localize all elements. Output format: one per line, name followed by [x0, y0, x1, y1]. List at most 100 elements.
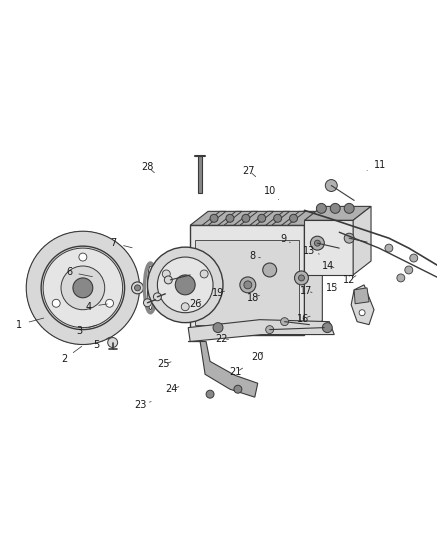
- Circle shape: [385, 244, 393, 252]
- Circle shape: [290, 214, 297, 222]
- Polygon shape: [65, 232, 77, 239]
- Polygon shape: [190, 225, 304, 335]
- Text: 10: 10: [264, 187, 279, 199]
- Polygon shape: [188, 320, 334, 342]
- Circle shape: [181, 303, 189, 311]
- Circle shape: [240, 277, 256, 293]
- Text: 19: 19: [212, 288, 225, 298]
- Polygon shape: [351, 285, 374, 325]
- Circle shape: [43, 248, 123, 328]
- Circle shape: [162, 270, 170, 278]
- Circle shape: [397, 274, 405, 282]
- Polygon shape: [120, 316, 131, 327]
- Circle shape: [73, 278, 93, 298]
- Polygon shape: [304, 206, 371, 220]
- Bar: [195, 240, 300, 325]
- Circle shape: [134, 285, 141, 291]
- Polygon shape: [234, 212, 258, 225]
- Text: 26: 26: [189, 299, 201, 309]
- Text: 16: 16: [297, 313, 310, 324]
- Polygon shape: [202, 212, 226, 225]
- Circle shape: [325, 180, 337, 191]
- Polygon shape: [134, 282, 139, 294]
- Text: 14: 14: [322, 261, 335, 271]
- Circle shape: [358, 295, 364, 301]
- Text: 5: 5: [94, 337, 110, 350]
- Circle shape: [410, 254, 418, 262]
- Circle shape: [294, 271, 308, 285]
- Circle shape: [200, 270, 208, 278]
- Polygon shape: [188, 342, 258, 397]
- Text: 28: 28: [141, 161, 154, 173]
- Polygon shape: [127, 259, 136, 270]
- Text: 23: 23: [134, 400, 151, 410]
- Polygon shape: [35, 248, 46, 260]
- Circle shape: [322, 322, 332, 333]
- Polygon shape: [111, 325, 123, 335]
- Polygon shape: [35, 316, 46, 327]
- Circle shape: [206, 390, 214, 398]
- Circle shape: [266, 326, 274, 334]
- Circle shape: [311, 236, 324, 250]
- Polygon shape: [65, 337, 77, 344]
- Circle shape: [298, 275, 304, 281]
- Circle shape: [226, 214, 234, 222]
- Polygon shape: [190, 212, 322, 225]
- Polygon shape: [101, 235, 113, 244]
- Circle shape: [359, 310, 365, 316]
- Polygon shape: [53, 332, 65, 341]
- Text: 8: 8: [250, 251, 260, 261]
- Circle shape: [213, 322, 223, 333]
- Polygon shape: [120, 248, 131, 260]
- Polygon shape: [30, 305, 39, 318]
- Polygon shape: [266, 212, 290, 225]
- Text: 15: 15: [326, 283, 339, 293]
- Circle shape: [157, 257, 213, 313]
- Polygon shape: [354, 288, 369, 304]
- Polygon shape: [304, 212, 322, 335]
- Circle shape: [144, 299, 152, 307]
- Circle shape: [52, 300, 60, 307]
- Circle shape: [148, 247, 223, 322]
- Circle shape: [234, 385, 242, 393]
- Bar: [198, 156, 202, 193]
- Polygon shape: [30, 259, 39, 270]
- Circle shape: [330, 204, 340, 213]
- Polygon shape: [353, 206, 371, 275]
- Polygon shape: [282, 212, 305, 225]
- Polygon shape: [127, 305, 136, 318]
- Circle shape: [274, 214, 282, 222]
- Circle shape: [344, 204, 354, 213]
- Polygon shape: [27, 294, 34, 306]
- Polygon shape: [89, 232, 101, 239]
- Circle shape: [175, 275, 195, 295]
- Text: 18: 18: [247, 293, 259, 303]
- Text: 6: 6: [66, 267, 92, 277]
- Polygon shape: [27, 282, 32, 294]
- Circle shape: [263, 263, 277, 277]
- Polygon shape: [89, 337, 101, 344]
- Text: 9: 9: [280, 234, 290, 244]
- Text: 4: 4: [86, 302, 107, 312]
- Polygon shape: [27, 270, 34, 281]
- Circle shape: [153, 293, 161, 301]
- Circle shape: [164, 276, 172, 284]
- Circle shape: [26, 231, 140, 344]
- Text: 13: 13: [303, 246, 319, 256]
- Polygon shape: [250, 212, 274, 225]
- Circle shape: [131, 282, 144, 294]
- Polygon shape: [53, 235, 65, 244]
- Text: 25: 25: [157, 359, 171, 369]
- Circle shape: [316, 204, 326, 213]
- Text: 11: 11: [367, 160, 386, 171]
- Circle shape: [210, 214, 218, 222]
- Text: 22: 22: [216, 334, 229, 344]
- Text: 7: 7: [110, 238, 132, 248]
- Text: 2: 2: [61, 346, 82, 365]
- Polygon shape: [77, 231, 88, 237]
- Circle shape: [108, 337, 118, 348]
- Text: 17: 17: [300, 286, 313, 296]
- Circle shape: [61, 266, 105, 310]
- Text: 21: 21: [230, 367, 243, 377]
- Circle shape: [244, 281, 252, 289]
